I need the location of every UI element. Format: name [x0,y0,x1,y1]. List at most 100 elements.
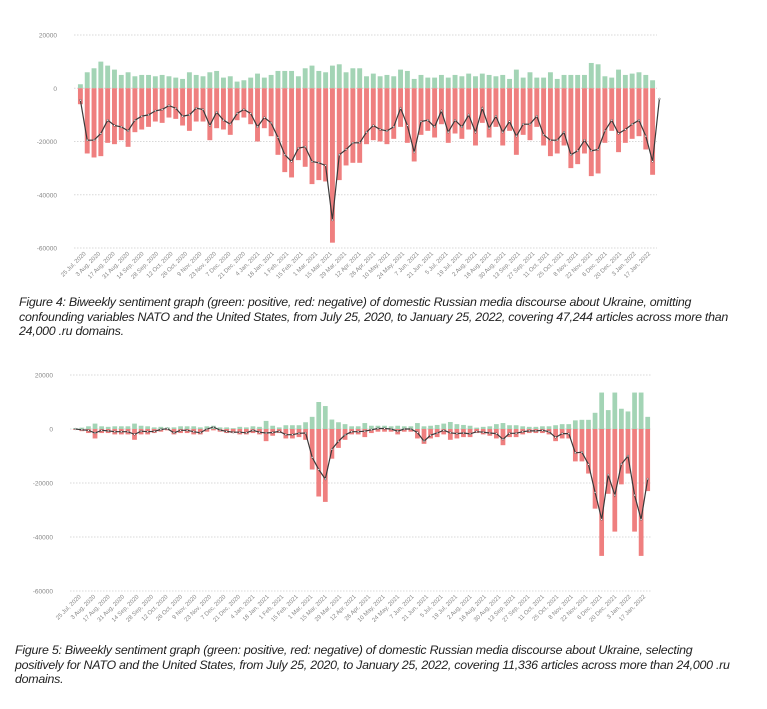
negative-bar [125,88,131,147]
net-sentiment-line [75,426,649,520]
positive-bar [263,420,269,429]
negative-bar [382,429,387,432]
net-point [159,428,162,431]
negative-bar [622,88,628,143]
positive-bar [467,425,473,429]
net-point [549,139,552,142]
y-tick-label: 0 [53,86,57,93]
net-point [87,429,90,432]
net-point [324,477,327,481]
net-point [508,432,511,435]
positive-bar [398,69,404,89]
negative-bar [77,88,83,105]
positive-bar [566,424,572,429]
negative-bar [547,88,553,157]
positive-bar [200,76,206,89]
net-point [317,161,320,164]
positive-bar [447,421,453,429]
negative-bar [411,88,417,162]
positive-bar [230,428,236,429]
net-point [482,431,485,434]
net-point [416,431,419,434]
positive-bar [438,74,444,89]
positive-bar [395,425,401,429]
positive-bar [355,426,361,429]
net-point [304,145,307,148]
net-point [453,119,457,122]
positive-bar [513,425,519,429]
negative-bar [204,429,210,432]
net-point [372,124,375,127]
negative-bar [432,88,438,138]
negative-bar [384,88,390,145]
negative-bar [493,88,499,127]
positive-bar [480,426,486,429]
net-point [433,125,436,128]
net-point [120,430,123,433]
negative-bar [180,88,186,126]
negative-bar [391,88,397,139]
net-point [576,149,579,152]
net-point [181,115,184,118]
net-point [447,131,450,134]
positive-bar [290,425,295,429]
net-point [633,494,636,497]
negative-bar [282,88,288,173]
net-point [610,119,613,122]
negative-bar [445,88,451,143]
net-point [607,473,610,476]
net-point [344,148,348,151]
y-tick-label: -60000 [37,246,58,253]
net-point [188,113,191,116]
negative-bar [255,88,260,142]
net-point [86,139,89,142]
negative-bar [369,429,374,434]
negative-bar [500,429,506,446]
positive-bar [434,424,440,429]
positive-bar [91,68,97,89]
positive-bar [336,64,342,89]
positive-bar [559,424,565,429]
negative-bar [105,88,111,143]
negative-bar [388,429,394,432]
negative-bar [616,88,621,153]
negative-bar [84,88,90,154]
positive-bar [99,426,104,429]
net-point [462,431,465,435]
net-point [467,113,470,116]
figure5-caption: Figure 5: Biweekly sentiment graph (gree… [15,643,730,686]
positive-bar [303,422,308,429]
net-point [154,109,157,112]
positive-bar [92,423,98,429]
net-point [488,127,491,130]
negative-bar [568,88,574,169]
negative-bar [343,88,349,166]
net-point [590,149,593,152]
net-point [99,132,102,135]
net-point [311,456,314,459]
net-point [225,430,228,433]
net-point [192,430,195,433]
positive-bar [602,76,608,89]
net-point [80,428,83,431]
negative-bar [428,429,433,439]
positive-bar [234,81,240,89]
net-point [651,160,654,163]
net-point [495,432,498,435]
net-point [631,123,634,126]
net-point [562,131,566,134]
negative-bar [473,88,478,146]
net-point [215,111,218,114]
net-point [409,427,412,431]
net-point [317,468,320,471]
negative-bar [375,429,381,432]
y-tick-label: -20000 [37,139,58,146]
net-point [264,431,268,435]
negative-bar [441,429,447,435]
net-point [534,429,537,432]
net-point [600,518,603,521]
positive-bar [418,74,424,89]
negative-bar [316,429,322,497]
net-point [79,99,82,102]
